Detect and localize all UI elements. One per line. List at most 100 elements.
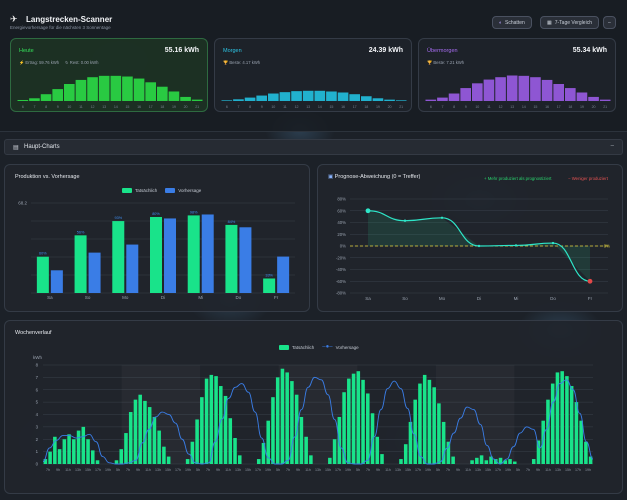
bar-actual <box>427 379 432 464</box>
y-tick-label: 0 <box>36 462 39 467</box>
x-tick-label: 7h <box>286 468 290 472</box>
hist-tick: 19 <box>580 105 584 109</box>
day-card-tomorrow[interactable]: Morgen 24.39 kWh 🏆 Beste: 4.17 kWh 6 7 8 9 1… <box>214 38 412 112</box>
x-tick-label: 11h <box>65 468 71 472</box>
x-tick-label: 11h <box>305 468 311 472</box>
x-tick-label: 15h <box>485 468 491 472</box>
y-tick-label: 4 <box>36 412 39 417</box>
collapse-icon[interactable]: – <box>610 143 614 149</box>
chart-legend: Tatsächlich –●– Vorhersage <box>279 344 359 350</box>
hist-bar <box>326 91 337 101</box>
day-meta: 🏆 Beste: 4.17 kWh <box>223 60 260 66</box>
bar-actual <box>256 459 261 464</box>
x-tick-label: 13h <box>475 468 481 472</box>
section-header-main-charts[interactable]: ▤ Haupt-Charts – <box>4 139 623 155</box>
bar-actual <box>399 459 403 464</box>
compare-button[interactable]: ▦ 7-Tage Vergleich <box>540 16 599 29</box>
bar-actual <box>550 383 555 464</box>
hist-bar <box>530 77 541 101</box>
bar-actual <box>95 460 100 464</box>
bar-label: 93% <box>114 216 122 220</box>
bar-actual <box>574 402 579 464</box>
hist-tick: 14 <box>114 105 118 109</box>
bar-actual <box>185 459 190 464</box>
x-tick-label: 15h <box>565 468 571 472</box>
bar-forecast <box>201 214 214 293</box>
day-name: Morgen <box>223 48 242 54</box>
x-tick-label: 13h <box>395 468 401 472</box>
x-tick-label: 7h <box>46 468 50 472</box>
hist-bar <box>361 96 372 101</box>
title-row: ✈ Langstrecken-Scanner <box>10 14 112 24</box>
y-tick-label: 20% <box>337 232 346 237</box>
legend-forecast[interactable]: Vorhersage <box>165 188 201 193</box>
hist-bar <box>233 99 244 101</box>
y-tick-label: 1 <box>36 449 39 454</box>
weekly-chart-panel: Wochenverlauf Tatsächlich –●– Vorhersage … <box>4 320 623 494</box>
x-tick-label: 11h <box>465 468 471 472</box>
hist-bar <box>384 99 395 101</box>
hist-bar <box>337 92 349 101</box>
bar-actual <box>124 433 128 464</box>
bar-actual <box>479 455 484 464</box>
x-tick-label: 19h <box>345 468 351 472</box>
bar-actual <box>408 421 413 464</box>
day-histogram: 6 7 8 9 10 11 12 13 14 15 16 17 18 19 20 21 <box>17 75 203 109</box>
production-chart: 68.2 60% Sa 56% So 93% Mo 80% Di 98% Mi 84% Do 33% Fr <box>18 201 295 300</box>
legend-actual[interactable]: Tatsächlich <box>279 344 314 350</box>
legend-actual[interactable]: Tatsächlich <box>122 188 157 193</box>
deviation-chart: 80% 60% 40% 20% 0% -20% -40% -60% -80% 0% Sa So Mo Di… <box>336 197 610 302</box>
day-value: 24.39 kWh <box>368 47 403 54</box>
page-subtitle: Energievorhersage für die nächsten 3 Son… <box>10 25 111 30</box>
bar-actual <box>356 371 361 464</box>
hist-bar <box>372 98 384 101</box>
x-tick-label: 19h <box>185 468 191 472</box>
legend-line-swatch: –●– <box>322 344 333 350</box>
legend-forecast[interactable]: –●– Vorhersage <box>322 344 358 350</box>
bar-actual <box>351 373 356 464</box>
bar-actual <box>422 374 427 464</box>
compare-button-label: 7-Tage Vergleich <box>554 19 592 26</box>
day-name: Übermorgen <box>427 48 458 54</box>
y-tick-label: -80% <box>336 291 346 296</box>
bar-actual <box>53 436 57 464</box>
hist-tick: 21 <box>603 105 607 109</box>
section-label: Haupt-Charts <box>24 144 60 150</box>
x-tick-label: 7h <box>366 468 370 472</box>
shadow-button[interactable]: ◐ Schatten <box>492 16 532 29</box>
bar-actual <box>162 446 166 464</box>
bar-actual <box>36 256 49 293</box>
bar-actual <box>541 420 545 464</box>
hist-bar <box>279 92 291 101</box>
hist-tick: 14 <box>522 105 526 109</box>
hist-bar <box>541 79 553 101</box>
day-card-day-after[interactable]: Übermorgen 55.34 kWh 🏆 Beste: 7.21 kWh 6… <box>418 38 616 112</box>
hist-tick: 11 <box>283 105 287 109</box>
bar-label: 56% <box>77 230 85 234</box>
day-meta: ⚡ Ertrag: 59.76 kWh ↻ Rest: 0.00 kWh <box>19 60 98 66</box>
hist-tick: 7 <box>237 105 239 109</box>
bar-actual <box>237 455 242 464</box>
bar-actual <box>143 400 147 464</box>
x-tick-label: 5h <box>196 468 200 472</box>
legend-swatch <box>279 344 289 350</box>
y-tick-label: 60% <box>337 208 346 213</box>
minimize-button[interactable]: – <box>603 16 616 29</box>
day-card-today[interactable]: Heute 55.16 kWh ⚡ Ertrag: 59.76 kWh ↻ Re… <box>10 38 208 112</box>
hist-bar <box>40 94 52 101</box>
hist-tick: 18 <box>568 105 572 109</box>
bar-actual <box>413 399 417 464</box>
deviation-point <box>587 278 593 284</box>
hist-tick: 19 <box>376 105 380 109</box>
bar-actual <box>190 441 195 464</box>
bar-actual <box>152 416 157 464</box>
legend-more: + Mehr produziert als prognostiziert <box>484 176 552 181</box>
bar-actual <box>403 444 408 464</box>
chart-title: Wochenverlauf <box>15 330 52 336</box>
bar-actual <box>441 421 446 464</box>
chart-icon: ▤ <box>13 145 19 151</box>
bar-forecast <box>126 244 139 293</box>
hist-tick: 18 <box>160 105 164 109</box>
bar-actual <box>214 376 218 464</box>
bar-actual <box>569 386 574 464</box>
